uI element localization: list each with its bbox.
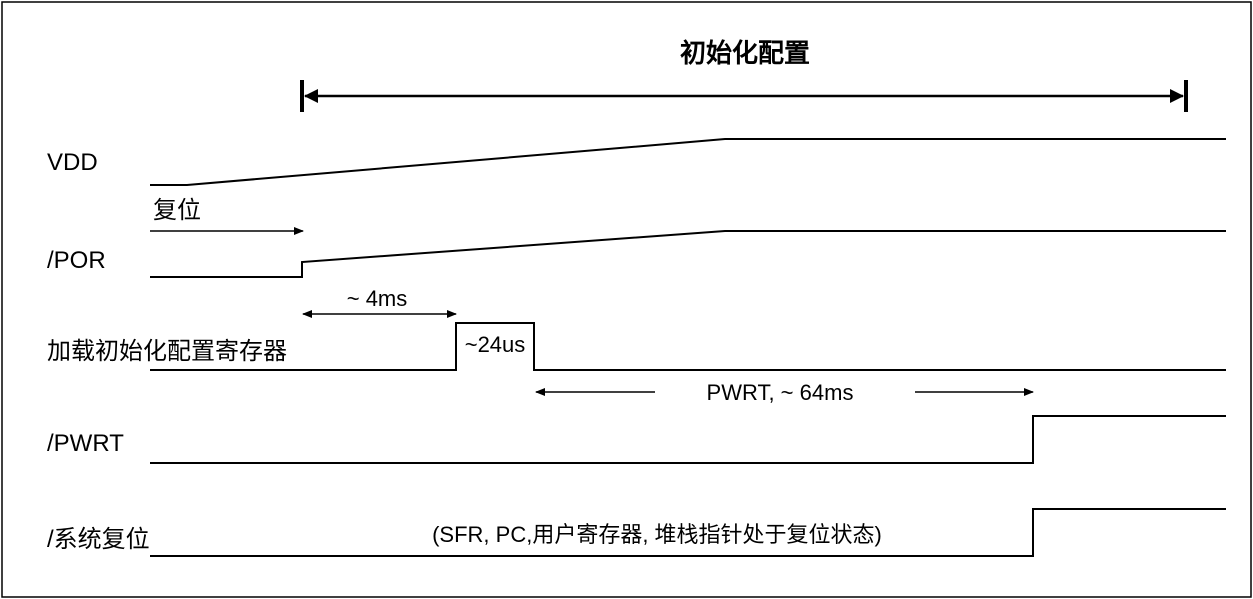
system-reset-note: (SFR, PC,用户寄存器, 堆栈指针处于复位状态) bbox=[432, 522, 882, 547]
signal-label-load-config: 加载初始化配置寄存器 bbox=[47, 338, 287, 365]
signal-label-system-reset: /系统复位 bbox=[47, 526, 150, 553]
load-config-waveform bbox=[150, 322, 1226, 371]
pwrt-waveform bbox=[150, 415, 1226, 464]
signal-label-pwrt: /PWRT bbox=[47, 430, 124, 457]
vdd-waveform bbox=[150, 138, 1226, 186]
system-reset-waveform bbox=[150, 508, 1226, 557]
signal-label-vdd: VDD bbox=[47, 149, 98, 176]
diagram-title: 初始化配置 bbox=[680, 38, 810, 68]
signal-label-por: /POR bbox=[47, 247, 106, 274]
pwrt-period-label: PWRT, ~ 64ms bbox=[707, 380, 854, 405]
reset-label: 复位 bbox=[153, 197, 201, 224]
delay-4ms-label: ~ 4ms bbox=[347, 286, 408, 311]
pulse-24us-label: ~24us bbox=[465, 332, 526, 357]
por-waveform bbox=[150, 230, 1226, 278]
